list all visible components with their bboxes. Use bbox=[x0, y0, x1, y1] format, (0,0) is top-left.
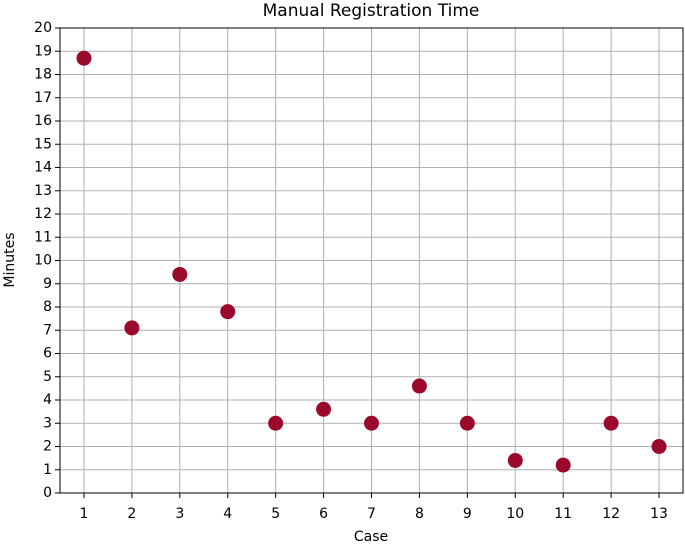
y-tick-label: 2 bbox=[43, 439, 52, 455]
y-tick-label: 10 bbox=[34, 253, 52, 269]
x-tick-label: 1 bbox=[80, 506, 89, 522]
x-tick-label: 2 bbox=[127, 506, 136, 522]
point bbox=[76, 50, 92, 66]
y-tick-label: 8 bbox=[43, 299, 52, 315]
point bbox=[507, 452, 523, 468]
y-tick-label: 0 bbox=[43, 485, 52, 501]
point bbox=[220, 304, 236, 320]
y-tick-label: 4 bbox=[43, 392, 52, 408]
y-tick-label: 17 bbox=[34, 90, 52, 106]
point bbox=[172, 266, 188, 282]
x-tick-label: 12 bbox=[602, 506, 620, 522]
x-tick-label: 8 bbox=[415, 506, 424, 522]
x-tick-label: 10 bbox=[506, 506, 524, 522]
y-tick-label: 7 bbox=[43, 322, 52, 338]
point bbox=[411, 378, 427, 394]
y-tick-label: 19 bbox=[34, 43, 52, 59]
plot-frame bbox=[59, 27, 684, 494]
y-tick-label: 5 bbox=[43, 369, 52, 385]
y-tick-label: 12 bbox=[34, 206, 52, 222]
y-tick-label: 14 bbox=[34, 160, 52, 176]
y-tick-label: 13 bbox=[34, 183, 52, 199]
x-tick-label: 11 bbox=[554, 506, 572, 522]
y-tick-label: 16 bbox=[34, 113, 52, 129]
x-tick-label: 9 bbox=[463, 506, 472, 522]
y-tick-label: 6 bbox=[43, 346, 52, 362]
x-tick-label: 3 bbox=[175, 506, 184, 522]
y-tick-label: 15 bbox=[34, 136, 52, 152]
point bbox=[651, 439, 667, 454]
chart-title: Manual Registration Time bbox=[263, 1, 480, 21]
y-tick-label: 1 bbox=[43, 462, 52, 478]
point bbox=[268, 415, 284, 431]
y-tick-label: 11 bbox=[34, 229, 52, 245]
point bbox=[124, 320, 140, 336]
x-tick-label: 13 bbox=[650, 506, 668, 522]
point bbox=[364, 415, 379, 431]
y-axis-label: Minutes bbox=[2, 232, 18, 287]
y-tick-label: 20 bbox=[34, 20, 52, 36]
x-tick-label: 4 bbox=[223, 506, 232, 522]
x-tick-label: 5 bbox=[271, 506, 280, 522]
y-tick-label: 3 bbox=[43, 415, 52, 431]
point bbox=[459, 415, 475, 431]
y-tick-label: 9 bbox=[43, 276, 52, 292]
point bbox=[603, 415, 619, 431]
x-tick-label: 6 bbox=[319, 506, 328, 522]
y-tick-label: 18 bbox=[34, 67, 52, 83]
x-axis-label: Case bbox=[354, 529, 388, 544]
point bbox=[555, 457, 571, 473]
point bbox=[316, 401, 332, 417]
x-tick-label: 7 bbox=[367, 506, 376, 522]
